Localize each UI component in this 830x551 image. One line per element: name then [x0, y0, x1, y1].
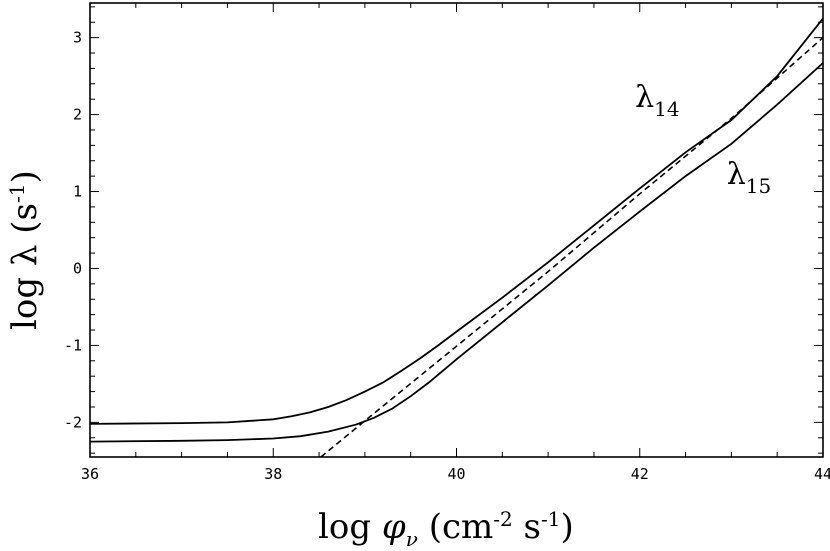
x-tick-label: 40: [447, 465, 465, 483]
y-tick-label: -1: [64, 336, 82, 354]
y-tick-label: 1: [73, 183, 82, 201]
series-line-dashed: [320, 37, 824, 458]
series-label: λ14: [635, 80, 679, 121]
y-tick-label: 0: [73, 259, 82, 277]
y-tick-label: 3: [73, 29, 82, 47]
series-label: λ15: [727, 157, 771, 198]
plot-frame: [89, 2, 824, 458]
y-tick-label: 2: [73, 106, 82, 124]
series-line-λ14: [89, 17, 824, 425]
series-line-λ15: [89, 62, 824, 443]
axis-ticks: [89, 3, 824, 457]
y-axis-title: log λ (s-1): [5, 170, 45, 330]
x-tick-label: 44: [814, 465, 830, 483]
y-tick-label: -2: [64, 413, 82, 431]
tick-labels: 36 38 40 42 44 -2 -1 0 1 2 3: [64, 29, 830, 483]
x-axis-title: log φν (cm-2 s-1): [318, 507, 574, 551]
series-curves: [89, 17, 824, 458]
x-tick-label: 36: [81, 465, 99, 483]
x-tick-label: 38: [264, 465, 282, 483]
series-labels: λ14 λ15: [635, 80, 771, 198]
x-tick-label: 42: [631, 465, 649, 483]
